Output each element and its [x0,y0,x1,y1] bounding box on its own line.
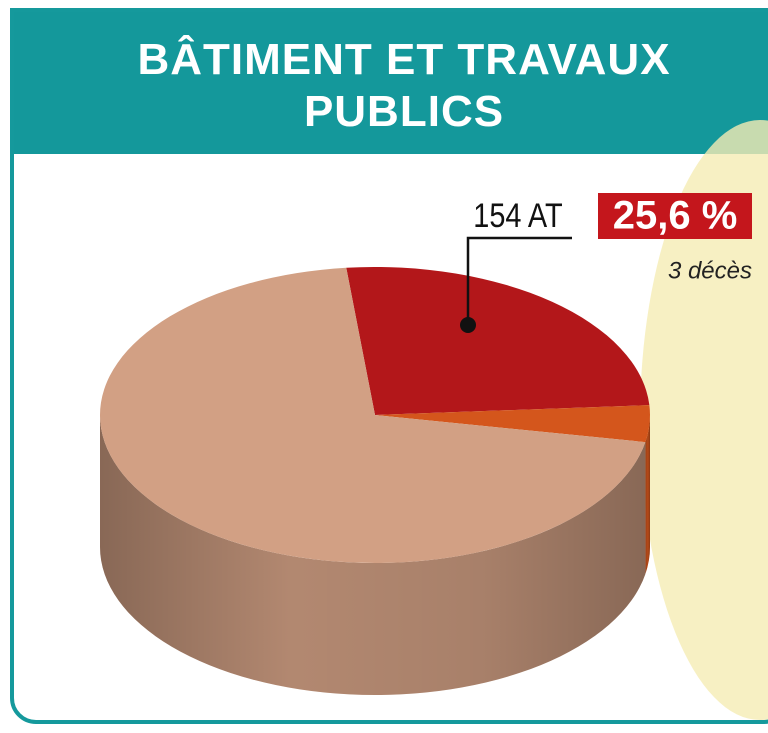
leader-dot [460,317,476,333]
slice [346,267,649,415]
pie [100,267,650,695]
annotation: 154 AT [473,196,562,235]
chart: 154 AT 25,6 % 3 décès [0,0,768,733]
annotation: 3 décès [668,257,752,284]
value-label: 25,6 % [613,194,738,238]
page: BÂTIMENT ET TRAVAUX PUBLICS 154 AT 25,6 … [0,0,768,733]
